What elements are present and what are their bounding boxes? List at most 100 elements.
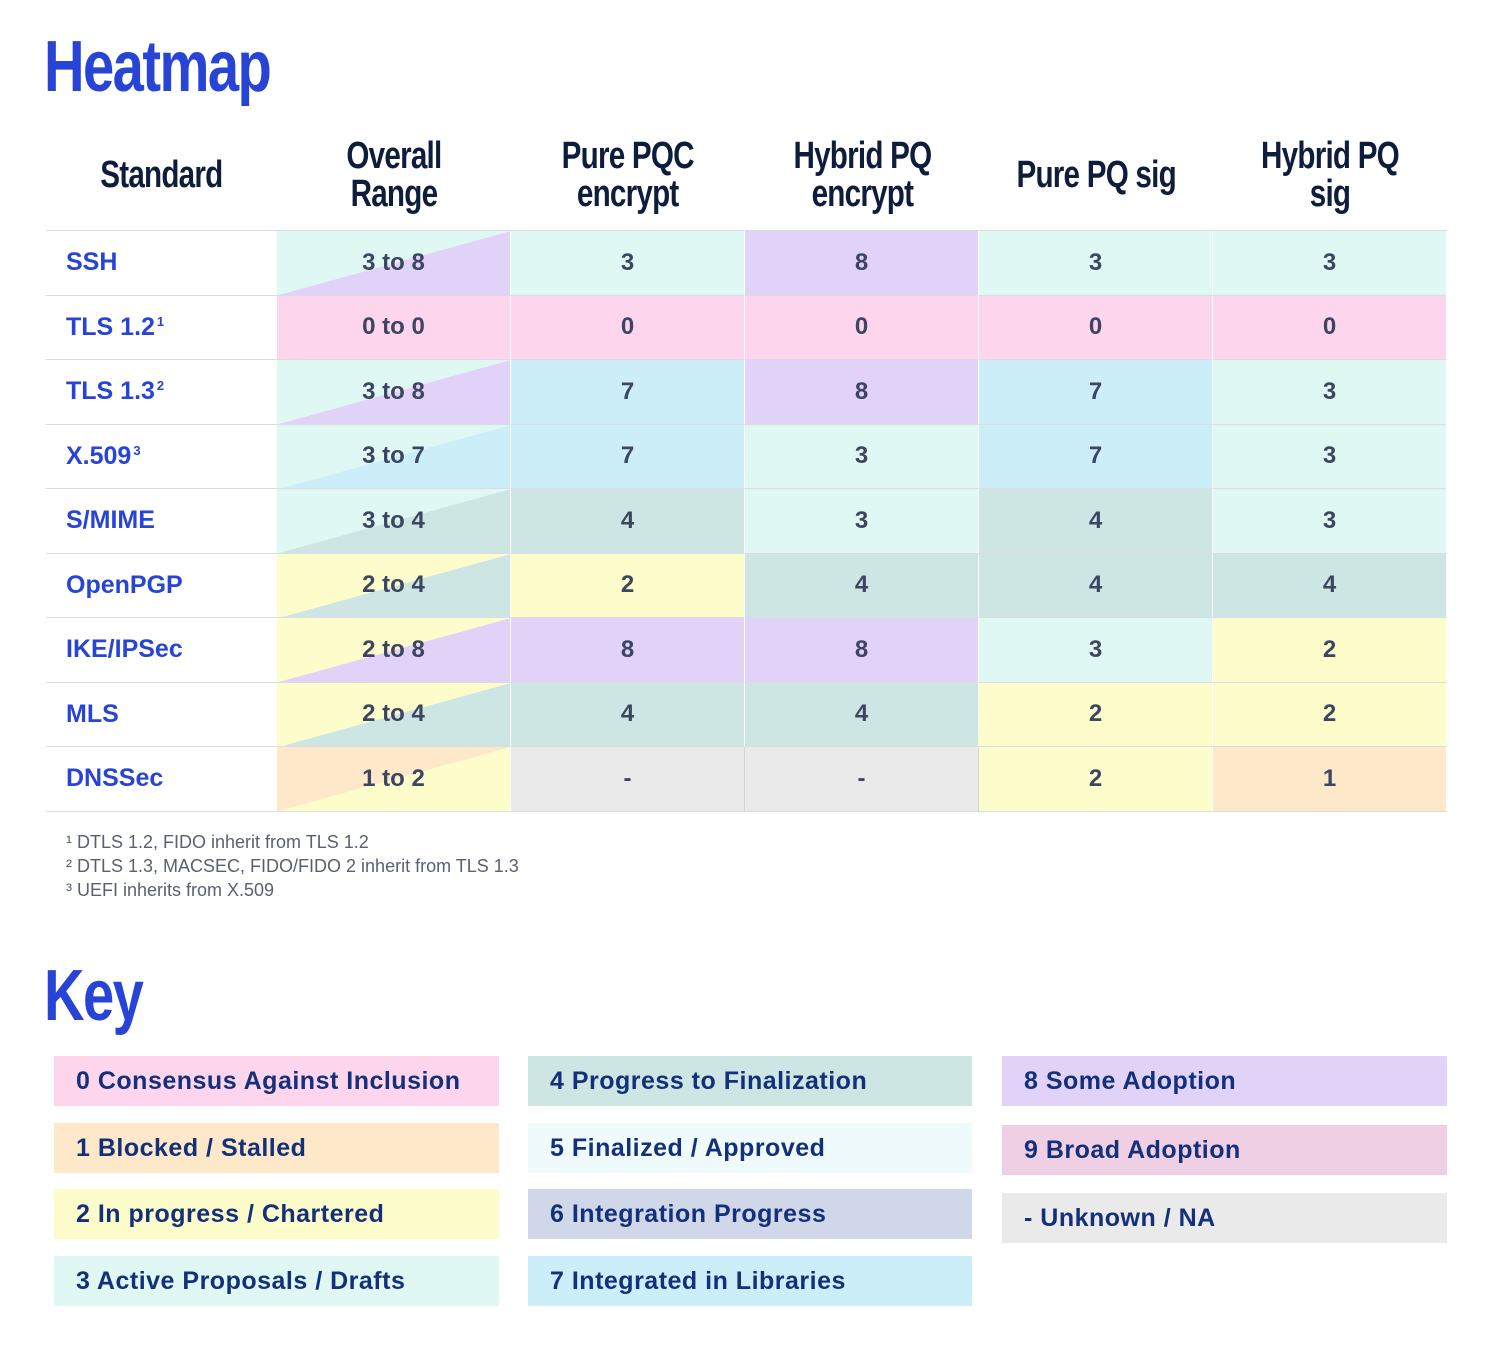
range-cell: 0 to 0 [277, 295, 511, 360]
heatmap-cell: 3 [1213, 231, 1447, 296]
heatmap-cell: 0 [745, 295, 979, 360]
footnote-1: ¹ DTLS 1.2, FIDO inherit from TLS 1.2 [66, 832, 369, 852]
range-low-fill [277, 360, 510, 424]
cell-value: 3 [620, 248, 635, 276]
range-label: 0 to 0 [362, 313, 425, 341]
row-label: S/MIME [46, 489, 277, 554]
footnote-3: ³ UEFI inherits from X.509 [66, 880, 275, 900]
heatmap-cell: 4 [979, 553, 1213, 618]
range-swatch [277, 231, 510, 295]
key-label: 8 Some Adoption [1024, 1066, 1237, 1095]
heatmap-cell: 3 [979, 231, 1213, 296]
cell-value: 8 [854, 635, 869, 663]
key-item: 5 Finalized / Approved [528, 1123, 972, 1173]
row-label: TLS 1.2 1 [46, 296, 277, 360]
column-header: Overall Range [346, 135, 442, 215]
range-cell: 3 to 4 [277, 489, 511, 554]
cell-value: 3 [1088, 635, 1103, 663]
cell-value: 0 [854, 313, 869, 341]
range-low-fill [277, 231, 510, 295]
range-cell: 3 to 8 [277, 231, 511, 296]
key-label: 5 Finalized / Approved [550, 1133, 826, 1162]
cell-value: 2 [620, 571, 635, 599]
cell-value: 0 [620, 313, 635, 341]
cell-value: 8 [620, 635, 635, 663]
heatmap-cell: 3 [1213, 360, 1447, 425]
cell-value: 4 [1088, 571, 1103, 599]
key-label: 0 Consensus Against Inclusion [76, 1066, 461, 1095]
key-item: 2 In progress / Chartered [54, 1189, 499, 1239]
range-swatch [277, 747, 510, 811]
cell-value: 7 [620, 377, 635, 405]
footnote-2: ² DTLS 1.3, MACSEC, FIDO/FIDO 2 inherit … [66, 856, 519, 876]
heatmap-cell: 8 [745, 231, 979, 296]
cell-value: - [857, 764, 866, 792]
key-item: 1 Blocked / Stalled [54, 1123, 499, 1173]
range-label: 1 to 2 [362, 764, 425, 792]
key-item: 6 Integration Progress [528, 1189, 972, 1239]
heatmap-cell: 7 [511, 360, 745, 425]
row-label: SSH [46, 231, 277, 296]
range-low-fill [277, 682, 510, 747]
heatmap-cell: 8 [511, 618, 745, 683]
footnote-marker: 2 [156, 378, 165, 394]
column-header: Hybrid PQ sig [1261, 135, 1400, 215]
heatmap-cell: 3 [1213, 489, 1447, 554]
row-label: MLS [46, 683, 277, 747]
cell-value: 7 [1088, 442, 1103, 470]
cell-value: 4 [620, 506, 635, 534]
key-label: 4 Progress to Finalization [550, 1066, 868, 1095]
heatmap-cell: - [745, 747, 979, 812]
range-cell: 2 to 8 [277, 618, 511, 683]
cell-value: 3 [1322, 442, 1337, 470]
range-low-fill [277, 489, 510, 553]
footnote-marker: 1 [156, 313, 165, 329]
key-label: 3 Active Proposals / Drafts [76, 1266, 406, 1295]
column-header: Hybrid PQ encrypt [793, 135, 932, 215]
heatmap-cell: 2 [1213, 682, 1447, 747]
cell-value: 7 [1088, 377, 1103, 405]
range-swatch [277, 682, 510, 747]
range-swatch [277, 295, 510, 360]
heatmap-cell: 4 [511, 682, 745, 747]
range-low-fill [277, 618, 510, 682]
range-label: 3 to 8 [362, 377, 425, 405]
row-label: DNSSec [46, 747, 277, 812]
cell-value: - [623, 764, 632, 792]
row-label: IKE/IPSec [46, 618, 277, 683]
heatmap-cell: 4 [745, 553, 979, 618]
range-swatch [277, 424, 510, 489]
heatmap-cell: 4 [511, 489, 745, 554]
cell-value: 4 [620, 700, 635, 728]
heatmap-cell: 3 [511, 231, 745, 296]
footnotes: ¹ DTLS 1.2, FIDO inherit from TLS 1.2 ² … [66, 830, 519, 902]
heatmap-cell: 1 [1213, 747, 1447, 812]
key-label: 6 Integration Progress [550, 1199, 827, 1228]
cell-value: 4 [1322, 571, 1337, 599]
row-label: OpenPGP [46, 554, 277, 618]
row-label: X.509 3 [46, 425, 277, 489]
cell-value: 3 [1322, 377, 1337, 405]
range-low-fill [277, 553, 510, 618]
heatmap-table: Standard Overall Range Pure PQC encrypt Hyb… [46, 120, 1447, 812]
key-item: 0 Consensus Against Inclusion [54, 1056, 499, 1106]
column-header: Pure PQC encrypt [561, 135, 695, 215]
key-label: 9 Broad Adoption [1024, 1135, 1241, 1164]
cell-value: 4 [854, 700, 869, 728]
cell-value: 2 [1322, 700, 1337, 728]
heatmap-title: Heatmap [44, 27, 272, 107]
header-rule [46, 230, 1447, 231]
heatmap-cell: 2 [511, 553, 745, 618]
range-label: 3 to 8 [362, 248, 425, 276]
column-header: Standard [100, 154, 223, 196]
range-cell: 2 to 4 [277, 682, 511, 747]
key-item: 3 Active Proposals / Drafts [54, 1256, 499, 1306]
cell-value: 3 [854, 442, 869, 470]
range-swatch [277, 618, 510, 682]
key-item: 9 Broad Adoption [1002, 1125, 1447, 1175]
heatmap-cell: 2 [1213, 618, 1447, 683]
cell-value: 3 [1322, 506, 1337, 534]
range-swatch [277, 553, 510, 618]
cell-value: 0 [1322, 313, 1337, 341]
cell-value: 2 [1088, 700, 1103, 728]
